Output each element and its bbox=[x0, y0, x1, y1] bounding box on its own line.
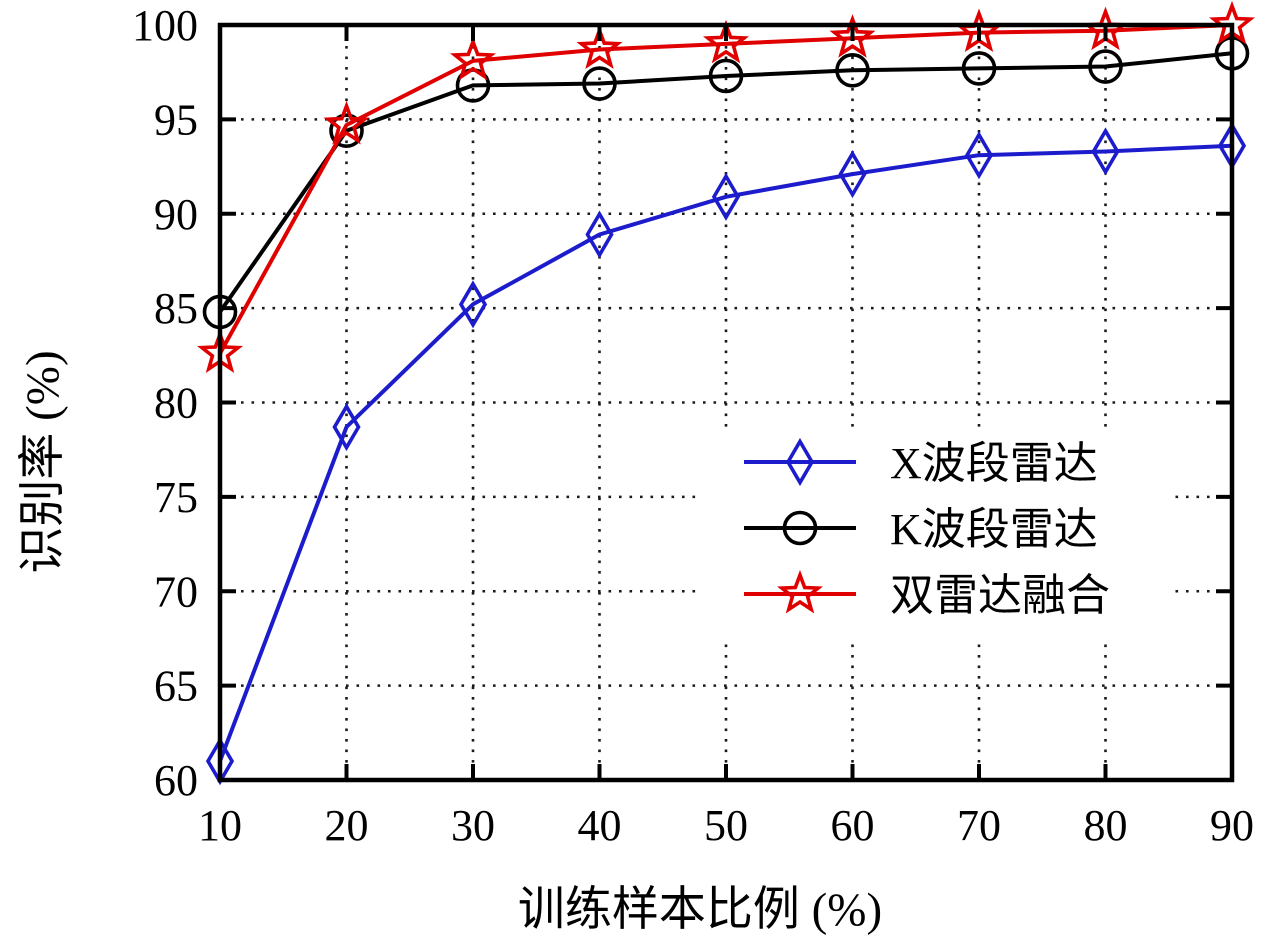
legend-item-2: 双雷达融合 bbox=[744, 569, 1110, 620]
legend-star-icon bbox=[777, 569, 823, 614]
data-point-marker bbox=[582, 66, 617, 101]
series-diamond bbox=[205, 121, 1247, 786]
plot-layer: 10 20 30 40 50 60 70 80 90 60 65 70 75 80 85 90 95 100 X波段… bbox=[132, 0, 1255, 850]
data-point-marker bbox=[708, 58, 744, 94]
legend-label: K波段雷达 bbox=[890, 505, 1098, 554]
x-tick-label: 80 bbox=[1084, 801, 1128, 850]
x-axis-label: 训练样本比例 (%) bbox=[518, 884, 882, 936]
data-point-marker bbox=[332, 402, 361, 452]
y-tick-label: 60 bbox=[154, 756, 198, 805]
x-tick-label: 50 bbox=[704, 801, 748, 850]
series-line-2 bbox=[218, 23, 1233, 355]
data-point-marker bbox=[585, 210, 614, 259]
y-tick-label: 90 bbox=[154, 190, 198, 239]
legend-item-1: K波段雷达 bbox=[744, 505, 1098, 554]
y-tick-label: 100 bbox=[132, 1, 198, 50]
legend-circle-icon bbox=[782, 510, 818, 546]
data-point-marker bbox=[964, 131, 994, 180]
x-tick-label: 70 bbox=[957, 801, 1001, 850]
y-axis-label: 识别率 (%) bbox=[17, 350, 69, 573]
data-point-marker bbox=[323, 100, 370, 145]
data-point-marker bbox=[835, 53, 870, 88]
data-point-marker bbox=[702, 19, 750, 64]
data-point-marker bbox=[1088, 49, 1123, 84]
x-tick-label: 40 bbox=[578, 801, 622, 850]
y-tick-label: 70 bbox=[154, 567, 198, 616]
data-point-marker bbox=[829, 14, 876, 58]
series-line-1 bbox=[218, 51, 1233, 314]
x-tick-label: 10 bbox=[198, 801, 242, 850]
data-point-marker bbox=[1091, 127, 1120, 176]
legend-diamond-icon bbox=[785, 437, 815, 487]
legend-label: 双雷达融合 bbox=[890, 571, 1110, 620]
y-tick-label: 75 bbox=[154, 473, 198, 522]
series-line-0 bbox=[218, 143, 1233, 762]
y-tick-label: 65 bbox=[154, 662, 198, 711]
y-tick-label: 80 bbox=[154, 379, 198, 428]
data-point-marker bbox=[961, 51, 997, 86]
data-point-marker bbox=[458, 280, 488, 329]
legend-label: X波段雷达 bbox=[890, 439, 1098, 488]
x-tick-label: 30 bbox=[451, 801, 495, 850]
data-point-marker bbox=[711, 172, 741, 221]
x-tick-label: 60 bbox=[831, 801, 875, 850]
legend-item-0: X波段雷达 bbox=[744, 437, 1098, 488]
y-tick-label: 85 bbox=[154, 284, 198, 333]
data-point-marker bbox=[329, 113, 364, 148]
data-point-marker bbox=[838, 150, 867, 199]
y-tick-label: 95 bbox=[154, 95, 198, 144]
data-point-marker bbox=[576, 25, 623, 70]
x-tick-label: 90 bbox=[1210, 801, 1254, 850]
x-tick-label: 20 bbox=[325, 801, 369, 850]
data-point-marker bbox=[449, 36, 497, 81]
